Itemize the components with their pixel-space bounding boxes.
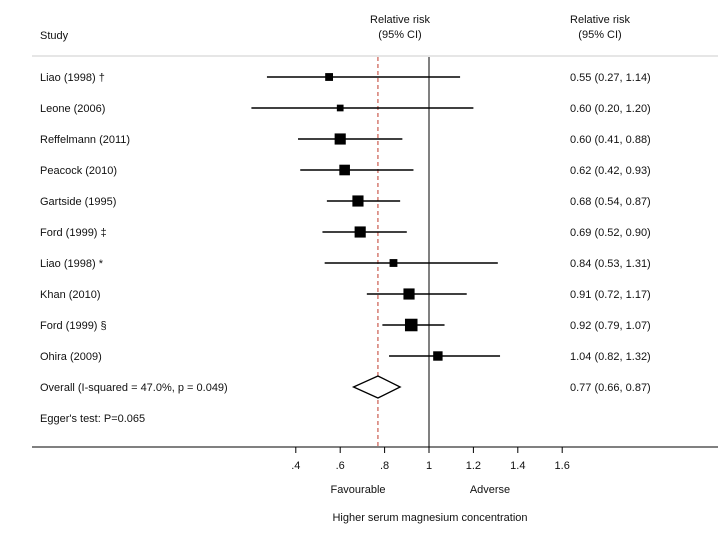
header-effect-1: Relative risk	[370, 14, 430, 26]
x-tick-label: 1.6	[555, 460, 570, 472]
x-tick-label: .4	[291, 460, 300, 472]
overall-label: Overall (I-squared = 47.0%, p = 0.049)	[40, 382, 228, 394]
header-rr-1: Relative risk	[570, 14, 630, 26]
egger-note: Egger's test: P=0.065	[40, 413, 145, 425]
point-estimate	[433, 351, 443, 361]
point-estimate	[354, 226, 366, 238]
point-estimate	[325, 73, 334, 81]
point-estimate	[403, 288, 415, 300]
left-direction-label: Favourable	[330, 484, 385, 496]
study-row: Liao (1998) † 0.55 (0.27, 1.14)	[40, 72, 651, 84]
x-tick-label: 1	[426, 460, 432, 472]
overall-diamond	[351, 375, 402, 399]
study-label: Ford (1999) ‡	[40, 227, 107, 239]
header-effect-2: (95% CI)	[378, 29, 421, 41]
overall-row: Overall (I-squared = 47.0%, p = 0.049) 0.…	[40, 375, 651, 399]
x-tick-label: .8	[380, 460, 389, 472]
study-label: Gartside (1995)	[40, 196, 116, 208]
point-estimate	[334, 133, 346, 145]
study-label: Khan (2010)	[40, 289, 101, 301]
x-tick-label: 1.4	[510, 460, 525, 472]
study-estimate-text: 0.68 (0.54, 0.87)	[570, 196, 651, 208]
study-label: Liao (1998) *	[40, 258, 104, 270]
x-tick-label: .6	[336, 460, 345, 472]
study-label: Ford (1999) §	[40, 320, 107, 332]
study-row: Ford (1999) ‡ 0.69 (0.52, 0.90)	[40, 226, 651, 239]
point-estimate	[404, 318, 418, 332]
point-estimate	[389, 259, 398, 267]
study-label: Peacock (2010)	[40, 165, 117, 177]
header-study: Study	[40, 30, 69, 42]
study-row: Peacock (2010) 0.62 (0.42, 0.93)	[40, 164, 651, 177]
point-estimate	[352, 195, 364, 207]
study-estimate-text: 0.91 (0.72, 1.17)	[570, 289, 651, 301]
study-estimate-text: 0.60 (0.20, 1.20)	[570, 103, 651, 115]
study-estimate-text: 1.04 (0.82, 1.32)	[570, 351, 651, 363]
study-estimate-text: 0.92 (0.79, 1.07)	[570, 320, 651, 332]
point-estimate	[339, 164, 350, 176]
x-axis-label: Higher serum magnesium concentration	[332, 512, 527, 524]
study-row: Gartside (1995) 0.68 (0.54, 0.87)	[40, 195, 651, 208]
study-row: Ford (1999) § 0.92 (0.79, 1.07)	[40, 318, 651, 332]
study-row: Khan (2010) 0.91 (0.72, 1.17)	[40, 288, 651, 301]
study-label: Ohira (2009)	[40, 351, 102, 363]
study-estimate-text: 0.55 (0.27, 1.14)	[570, 72, 651, 84]
study-row: Ohira (2009) 1.04 (0.82, 1.32)	[40, 351, 651, 363]
study-estimate-text: 0.69 (0.52, 0.90)	[570, 227, 651, 239]
overall-estimate-text: 0.77 (0.66, 0.87)	[570, 382, 651, 394]
header-rr-2: (95% CI)	[578, 29, 621, 41]
study-estimate-text: 0.62 (0.42, 0.93)	[570, 165, 651, 177]
study-label: Leone (2006)	[40, 103, 105, 115]
x-tick-label: 1.2	[466, 460, 481, 472]
study-estimate-text: 0.60 (0.41, 0.88)	[570, 134, 651, 146]
study-label: Liao (1998) †	[40, 72, 105, 84]
study-estimate-text: 0.84 (0.53, 1.31)	[570, 258, 651, 270]
study-label: Reffelmann (2011)	[40, 134, 130, 146]
point-estimate	[336, 104, 344, 112]
study-row: Leone (2006) 0.60 (0.20, 1.20)	[40, 103, 651, 115]
right-direction-label: Adverse	[470, 484, 510, 496]
study-row: Liao (1998) * 0.84 (0.53, 1.31)	[40, 258, 651, 270]
study-row: Reffelmann (2011) 0.60 (0.41, 0.88)	[40, 133, 651, 146]
